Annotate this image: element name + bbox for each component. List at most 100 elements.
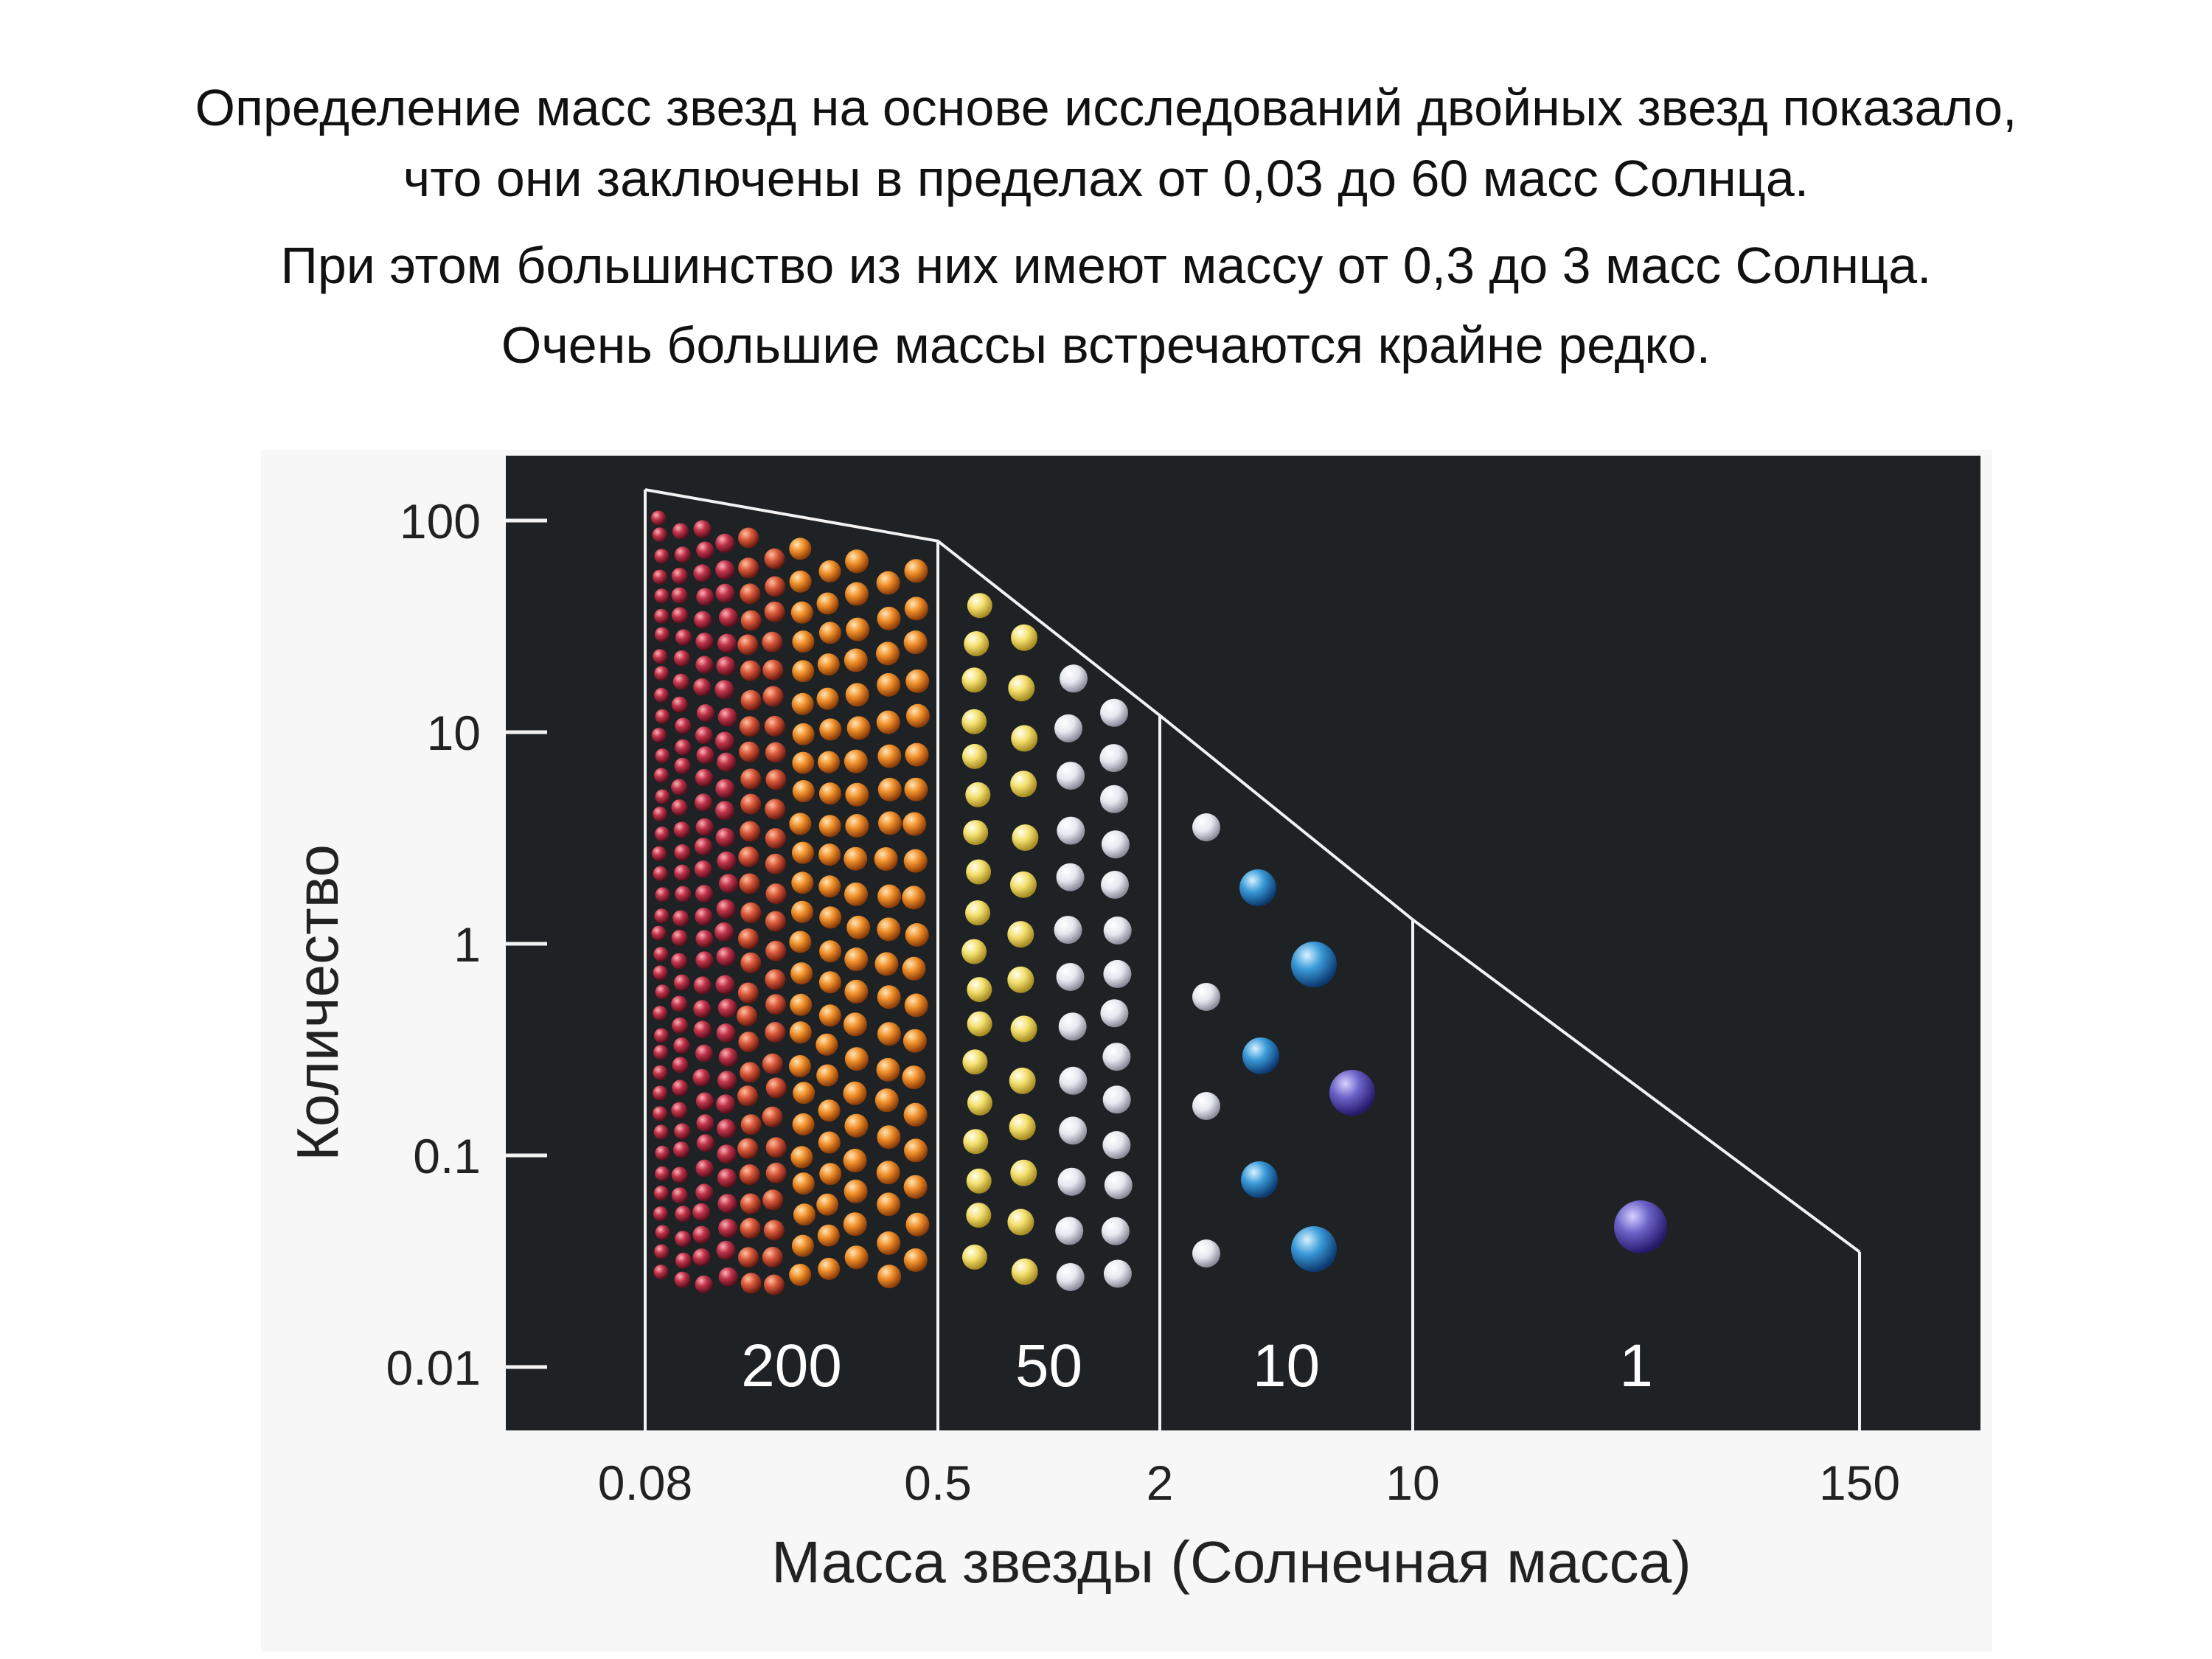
star-marker — [791, 1234, 814, 1257]
star-marker — [1192, 813, 1220, 841]
star-marker — [740, 1273, 762, 1294]
star-marker — [765, 799, 786, 820]
star-marker — [1329, 1070, 1375, 1116]
star-marker — [740, 768, 762, 790]
star-marker — [695, 1044, 713, 1062]
star-marker — [763, 1274, 785, 1295]
star-marker — [675, 1206, 692, 1222]
star-marker — [653, 1045, 669, 1060]
star-marker — [1291, 1226, 1337, 1272]
y-tick-label: 0.1 — [413, 1129, 481, 1183]
star-marker — [740, 689, 762, 711]
star-marker — [1009, 1113, 1036, 1141]
star-marker — [655, 1225, 670, 1240]
star-marker — [675, 629, 692, 646]
star-marker — [739, 741, 760, 762]
star-marker — [1104, 1171, 1133, 1200]
star-marker — [1007, 966, 1034, 993]
star-marker — [790, 962, 813, 985]
star-marker — [695, 930, 714, 948]
star-marker — [714, 680, 734, 700]
star-marker — [963, 820, 989, 846]
star-marker — [1103, 959, 1132, 988]
star-marker — [1102, 1043, 1131, 1071]
y-axis-title: Количество — [285, 844, 350, 1161]
x-tick-label: 150 — [1819, 1455, 1900, 1510]
star-marker — [1101, 830, 1130, 859]
star-marker — [966, 859, 992, 885]
star-marker — [844, 749, 868, 773]
star-marker — [965, 900, 990, 925]
star-marker — [762, 686, 784, 707]
star-marker — [844, 1245, 869, 1270]
star-marker — [695, 908, 713, 925]
star-marker — [695, 818, 714, 836]
star-marker — [964, 631, 990, 656]
star-marker — [674, 546, 691, 563]
star-marker — [902, 956, 926, 981]
star-marker — [765, 994, 787, 1015]
star-marker — [692, 1225, 711, 1244]
star-marker — [1100, 698, 1128, 727]
star-marker — [671, 587, 688, 604]
star-marker — [903, 630, 928, 655]
star-marker — [671, 607, 688, 624]
star-marker — [738, 1032, 759, 1053]
star-marker — [653, 807, 668, 821]
x-tick-label: 2 — [1147, 1455, 1174, 1510]
star-marker — [693, 976, 712, 995]
star-marker — [902, 1029, 927, 1053]
star-marker — [740, 1062, 761, 1083]
star-marker — [789, 931, 812, 953]
star-marker — [653, 965, 668, 981]
star-marker — [695, 885, 713, 903]
star-marker — [764, 601, 785, 622]
star-marker — [966, 1168, 992, 1194]
star-marker — [878, 811, 902, 835]
star-marker — [1099, 744, 1128, 773]
star-marker — [1011, 725, 1038, 752]
star-marker — [738, 846, 759, 868]
star-marker — [715, 975, 735, 995]
star-marker — [765, 853, 786, 874]
star-marker — [653, 1006, 668, 1021]
y-tick-label: 1 — [453, 917, 481, 972]
star-marker — [816, 1064, 839, 1087]
star-marker — [1007, 1208, 1034, 1236]
star-marker — [653, 569, 667, 585]
star-marker — [791, 692, 814, 715]
star-marker — [673, 821, 690, 838]
star-marker — [653, 768, 669, 783]
star-marker — [843, 1012, 867, 1037]
star-marker — [652, 527, 667, 543]
star-marker — [675, 739, 692, 756]
caption-line-2: При этом большинство из них имеют массу … — [280, 237, 1932, 294]
star-marker — [902, 886, 926, 910]
star-marker — [904, 559, 928, 583]
star-marker — [877, 1265, 902, 1289]
star-marker — [672, 1017, 689, 1034]
star-marker — [844, 947, 869, 972]
star-marker — [653, 1085, 668, 1101]
star-marker — [792, 723, 815, 745]
star-marker — [719, 608, 738, 627]
star-marker — [655, 984, 670, 1000]
star-marker — [961, 1244, 987, 1270]
star-marker — [695, 1092, 714, 1110]
star-marker — [672, 1079, 689, 1096]
star-marker — [1057, 1167, 1086, 1196]
star-marker — [714, 922, 734, 942]
star-marker — [674, 844, 691, 860]
star-marker — [696, 588, 714, 606]
star-marker — [651, 510, 666, 526]
star-marker — [1010, 1015, 1037, 1043]
star-marker — [965, 782, 991, 807]
star-marker — [695, 726, 713, 745]
star-marker — [765, 969, 786, 990]
star-marker — [765, 1137, 787, 1158]
star-marker — [905, 742, 929, 767]
star-marker — [1103, 1259, 1132, 1288]
star-marker — [653, 1124, 669, 1140]
star-marker — [715, 583, 735, 603]
star-marker — [793, 1082, 815, 1105]
